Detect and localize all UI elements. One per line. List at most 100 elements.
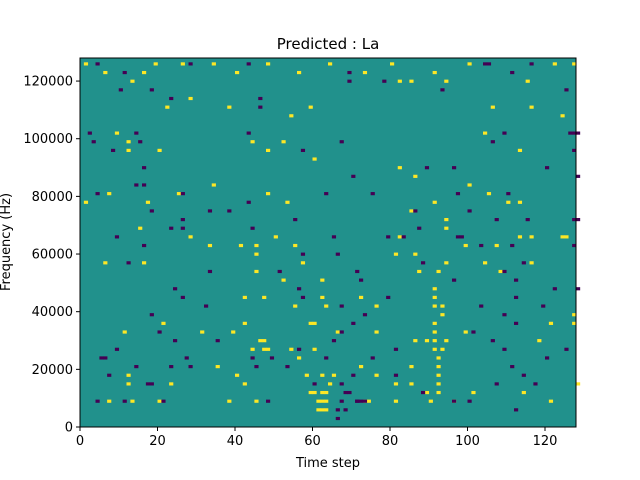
heatmap-cell-low [118, 88, 123, 92]
heatmap-cell-low [157, 330, 162, 334]
heatmap-cell-low [300, 295, 306, 300]
heatmap-cell-high [417, 269, 422, 274]
heatmap-cell-low [114, 235, 120, 239]
heatmap-cell-high [157, 148, 162, 152]
heatmap-cell-high [572, 62, 577, 66]
heatmap-cell-low [541, 304, 546, 308]
heatmap-cell-high [266, 62, 271, 66]
heatmap-cell-low [471, 330, 476, 334]
heatmap-cell-high [471, 390, 476, 395]
heatmap-cell-low [483, 62, 488, 66]
heatmap-cell-low [95, 399, 100, 403]
heatmap-cell-low [215, 339, 220, 343]
heatmap-cell-high [328, 382, 333, 386]
heatmap-cell-high [300, 261, 306, 265]
heatmap-cell-low [386, 235, 391, 239]
heatmap-cell-low [479, 243, 484, 248]
heatmap-cell-high [413, 252, 418, 256]
heatmap-cell-high [432, 330, 437, 334]
heatmap-cell-low [455, 235, 461, 239]
heatmap-cell-high [331, 373, 337, 377]
heatmap-cell-low [335, 252, 340, 256]
heatmap-cell-high [483, 131, 488, 135]
heatmap-cell-high [572, 321, 577, 325]
heatmap-cell-low [134, 365, 139, 369]
heatmap-cell-low [339, 330, 344, 334]
heatmap-cell-low [188, 365, 193, 369]
heatmap-cell-low [393, 373, 399, 377]
heatmap-cell-high [428, 399, 433, 403]
heatmap-cell-low [564, 88, 569, 92]
heatmap-cell-low [386, 295, 391, 300]
heatmap-cell-low [142, 166, 147, 170]
heatmap-cell-low [455, 192, 461, 196]
heatmap-cell-low [490, 339, 495, 343]
heatmap-cell-high [250, 347, 255, 351]
heatmap-cell-high [297, 70, 302, 75]
heatmap-cell-low [335, 416, 340, 421]
heatmap-cell-low [250, 356, 255, 360]
heatmap-cell-high [432, 347, 437, 351]
heatmap-cell-low [161, 399, 166, 403]
heatmap-cell-low [421, 261, 426, 265]
x-tick-label: 20 [149, 434, 166, 449]
heatmap-cell-low [343, 408, 348, 412]
heatmap-cell-high [138, 226, 143, 230]
heatmap-cell-low [514, 278, 519, 282]
heatmap-cell-high [432, 200, 437, 204]
heatmap-cell-low [529, 62, 534, 66]
x-tick-label: 60 [304, 434, 321, 449]
heatmap-cell-low [149, 382, 154, 386]
heatmap-cell-low [576, 218, 581, 222]
heatmap-cell-high [440, 313, 445, 317]
heatmap-cell-low [149, 209, 154, 213]
heatmap-cell-high [397, 235, 402, 239]
heatmap-cell-low [552, 287, 557, 291]
heatmap-cell-low [266, 399, 271, 403]
heatmap-cell-high [316, 408, 321, 412]
heatmap-cell-low [452, 278, 457, 282]
heatmap-cell-high [517, 148, 523, 152]
heatmap-cell-low [545, 356, 550, 360]
heatmap-cell-high [142, 70, 147, 75]
y-tick-label: 20000 [32, 363, 73, 378]
heatmap-cell-high [413, 174, 418, 178]
heatmap-cell-high [440, 347, 445, 351]
heatmap-cell-high [432, 295, 437, 300]
heatmap-cell-high [114, 131, 120, 135]
heatmap-cell-low [297, 287, 302, 291]
heatmap-cell-high [242, 295, 247, 300]
heatmap-cell-high [83, 200, 89, 204]
x-tick-label: 40 [227, 434, 244, 449]
heatmap-cell-low [99, 356, 104, 360]
heatmap-cell-low [533, 382, 538, 386]
heatmap-cell-low [134, 131, 139, 135]
heatmap-cell-high [409, 365, 414, 369]
heatmap-cell-high [262, 347, 267, 351]
plot-frame [79, 57, 577, 428]
heatmap-cell-low [576, 131, 581, 135]
heatmap-cell-high [374, 373, 379, 377]
heatmap-cell-high [215, 365, 220, 369]
heatmap-cell-low [351, 321, 356, 325]
heatmap-cell-low [362, 399, 368, 403]
heatmap-cell-high [161, 321, 166, 325]
heatmap-cell-high [548, 399, 554, 403]
heatmap-cell-low [355, 399, 360, 403]
heatmap-cell-high [211, 62, 216, 66]
x-tick-label: 100 [455, 434, 480, 449]
heatmap-cell-low [424, 166, 430, 170]
heatmap-cell-low [180, 226, 185, 230]
heatmap-cell-high [366, 399, 371, 403]
heatmap-cell-high [281, 278, 286, 282]
heatmap-cell-high [320, 373, 325, 377]
heatmap-cell-low [254, 365, 259, 369]
heatmap-cell-low [339, 382, 344, 386]
heatmap-cell-high [242, 382, 247, 386]
heatmap-cell-high [393, 399, 399, 403]
heatmap-cell-high [254, 399, 259, 403]
heatmap-cell-low [207, 209, 213, 213]
heatmap-cell-low [467, 209, 472, 213]
heatmap-cell-high [413, 339, 418, 343]
